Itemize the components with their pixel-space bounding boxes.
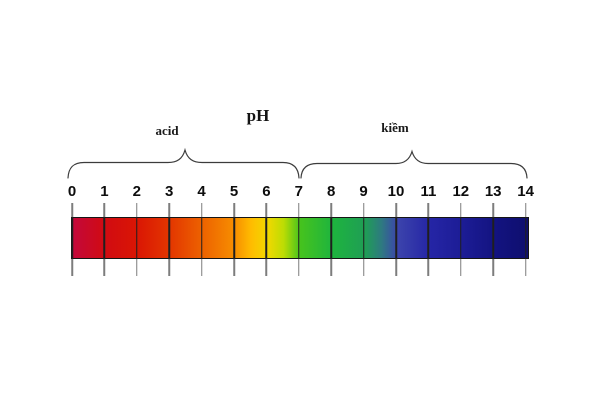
tick-line-on-bar-7	[298, 217, 300, 259]
tick-label-11: 11	[420, 183, 437, 200]
tick-label-9: 9	[359, 183, 368, 200]
alkaline-region-label: kiềm	[381, 120, 409, 135]
alkaline-brace	[300, 149, 528, 179]
tick-label-7: 7	[294, 183, 303, 200]
tick-line-on-bar-9	[362, 217, 365, 259]
tick-label-0: 0	[67, 183, 77, 200]
tick-label-1: 1	[100, 183, 109, 200]
tick-line-on-bar-4	[200, 217, 203, 259]
tick-label-14: 14	[517, 183, 534, 200]
tick-label-10: 10	[387, 183, 405, 200]
tick-line-on-bar-5	[233, 217, 235, 259]
tick-line-on-bar-8	[330, 217, 332, 259]
tick-line-on-bar-14	[524, 217, 527, 259]
tick-label-12: 12	[452, 183, 470, 200]
tick-line-on-bar-3	[168, 217, 170, 259]
tick-line-on-bar-11	[427, 217, 430, 259]
acid-brace	[67, 147, 300, 179]
tick-line-on-bar-10	[395, 217, 397, 259]
tick-label-2: 2	[132, 183, 141, 200]
tick-label-8: 8	[327, 183, 336, 200]
tick-line-on-bar-13	[492, 217, 494, 259]
tick-line-on-bar-0	[71, 217, 73, 259]
tick-line-on-bar-2	[136, 217, 138, 259]
acid-region-label: acid	[155, 123, 179, 138]
tick-label-4: 4	[197, 183, 206, 200]
tick-label-13: 13	[484, 183, 502, 200]
tick-line-on-bar-6	[265, 217, 268, 259]
tick-line-on-bar-1	[103, 217, 106, 259]
tick-label-3: 3	[165, 183, 174, 200]
page-title: pH	[246, 106, 270, 125]
tick-label-5: 5	[229, 183, 239, 200]
tick-label-6: 6	[262, 183, 271, 200]
tick-line-on-bar-12	[460, 217, 462, 259]
ph-gradient-bar	[71, 217, 529, 259]
